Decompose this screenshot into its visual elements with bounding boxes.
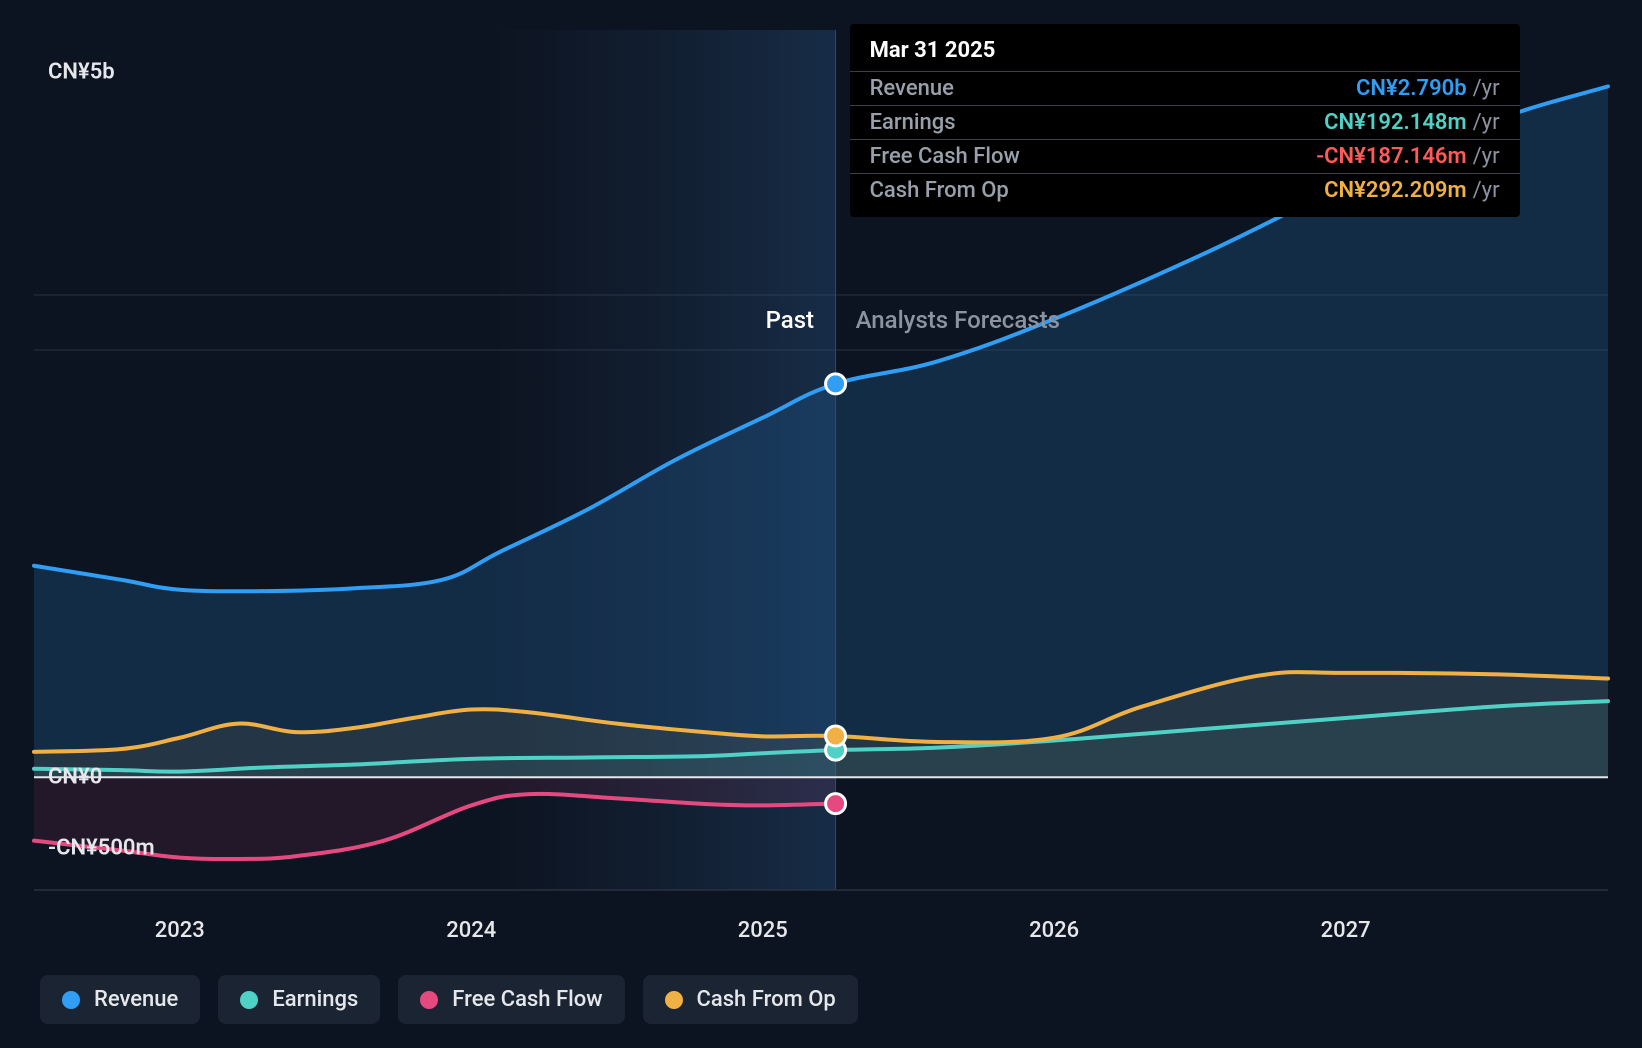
tooltip-row-value: CN¥292.209m (1324, 178, 1466, 203)
legend-dot-icon (62, 991, 80, 1009)
chart-legend: Revenue Earnings Free Cash Flow Cash From O… (40, 975, 858, 1024)
forecast-section-label: Analysts Forecasts (856, 306, 1060, 334)
tooltip-row-value: CN¥2.790b (1356, 76, 1467, 101)
legend-item-earnings[interactable]: Earnings (218, 975, 380, 1024)
x-tick-label: 2024 (446, 918, 496, 943)
past-section-label: Past (766, 306, 814, 334)
marker-fcf[interactable] (826, 794, 846, 814)
legend-item-revenue[interactable]: Revenue (40, 975, 200, 1024)
legend-item-label: Revenue (94, 987, 178, 1012)
legend-item-cfo[interactable]: Cash From Op (643, 975, 858, 1024)
legend-dot-icon (665, 991, 683, 1009)
x-tick-label: 2023 (155, 918, 205, 943)
tooltip-row-label: Earnings (870, 110, 956, 135)
tooltip-row-label: Free Cash Flow (870, 144, 1020, 169)
tooltip-row-unit: /yr (1473, 110, 1500, 135)
hover-tooltip: Mar 31 2025 Revenue CN¥2.790b/yr Earnings C… (850, 24, 1520, 217)
x-tick-label: 2027 (1321, 918, 1371, 943)
tooltip-row: Earnings CN¥192.148m/yr (850, 106, 1520, 140)
y-tick-label: CN¥5b (48, 60, 115, 85)
marker-cfo[interactable] (826, 726, 846, 746)
tooltip-row-label: Cash From Op (870, 178, 1009, 203)
y-tick-label: -CN¥500m (48, 835, 155, 860)
legend-item-label: Earnings (272, 987, 358, 1012)
y-tick-label: CN¥0 (48, 765, 102, 790)
x-tick-label: 2025 (738, 918, 788, 943)
x-tick-label: 2026 (1029, 918, 1079, 943)
tooltip-row: Revenue CN¥2.790b/yr (850, 72, 1520, 106)
tooltip-row-unit: /yr (1473, 178, 1500, 203)
tooltip-row: Cash From Op CN¥292.209m/yr (850, 174, 1520, 207)
tooltip-row-value: -CN¥187.146m (1316, 144, 1467, 169)
tooltip-row: Free Cash Flow -CN¥187.146m/yr (850, 140, 1520, 174)
tooltip-row-unit: /yr (1473, 76, 1500, 101)
tooltip-date: Mar 31 2025 (850, 34, 1520, 72)
tooltip-row-label: Revenue (870, 76, 954, 101)
legend-dot-icon (240, 991, 258, 1009)
legend-item-fcf[interactable]: Free Cash Flow (398, 975, 624, 1024)
legend-item-label: Cash From Op (697, 987, 836, 1012)
tooltip-row-value: CN¥192.148m (1324, 110, 1466, 135)
legend-item-label: Free Cash Flow (452, 987, 602, 1012)
marker-revenue[interactable] (826, 374, 846, 394)
tooltip-row-unit: /yr (1473, 144, 1500, 169)
financial-chart: Past Analysts Forecasts Mar 31 2025 Reve… (0, 0, 1642, 1048)
legend-dot-icon (420, 991, 438, 1009)
